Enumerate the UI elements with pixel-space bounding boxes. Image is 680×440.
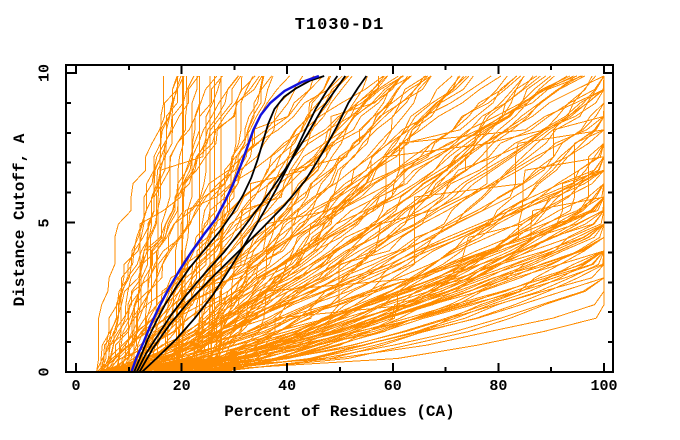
y-tick-label: 10 [36,63,54,83]
chart-title: T1030-D1 [294,16,385,35]
x-tick-label: 60 [383,378,402,395]
x-tick-label: 20 [172,378,191,395]
x-tick-label: 0 [71,378,81,395]
x-tick-label: 40 [278,378,297,395]
y-tick-label: 0 [36,367,54,377]
y-tick-label: 5 [36,217,54,228]
x-tick-label: 100 [590,378,618,395]
y-axis-title: Distance Cutoff, A [11,133,29,307]
x-tick-label: 80 [489,378,508,395]
x-axis-title: Percent of Residues (CA) [224,403,455,421]
